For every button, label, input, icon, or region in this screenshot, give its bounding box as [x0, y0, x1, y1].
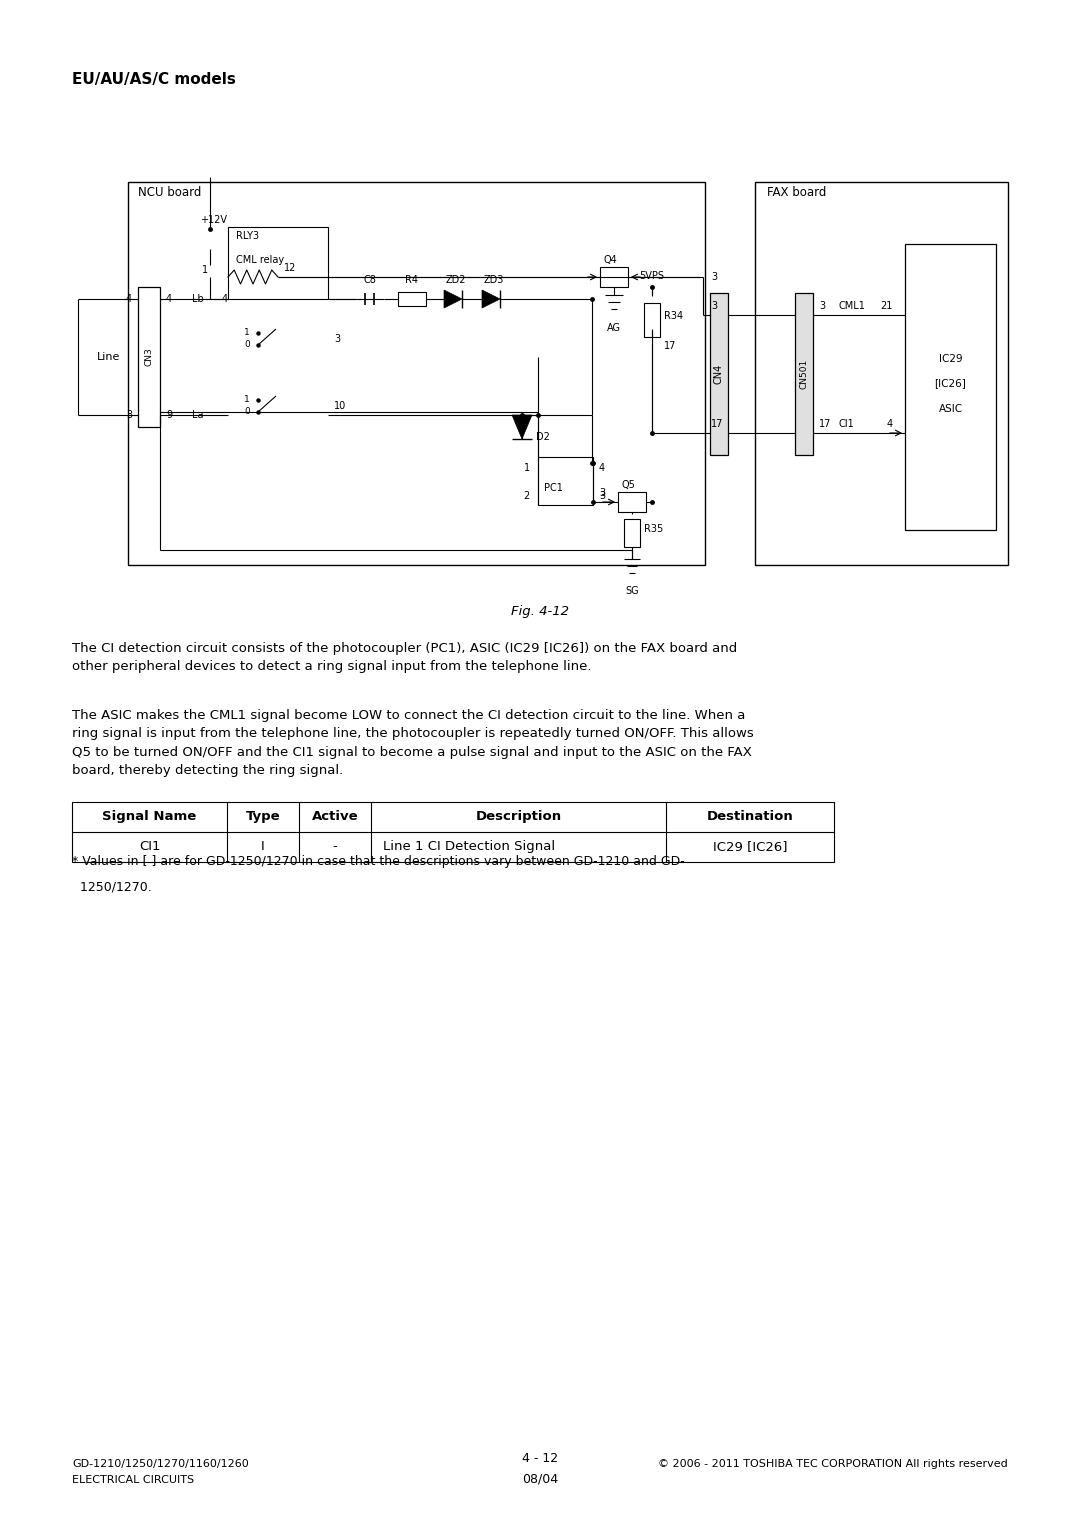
Text: 17: 17 — [819, 418, 832, 429]
Text: CI1: CI1 — [138, 840, 160, 854]
Text: IC29: IC29 — [939, 354, 962, 363]
Text: Lb: Lb — [192, 295, 204, 304]
Text: 17: 17 — [664, 341, 676, 351]
Bar — [795, 293, 813, 455]
Text: 3: 3 — [126, 411, 132, 420]
Text: The ASIC makes the CML1 signal become LOW to connect the CI detection circuit to: The ASIC makes the CML1 signal become LO… — [72, 709, 754, 777]
Bar — [644, 302, 660, 337]
Bar — [228, 228, 328, 299]
Text: 9: 9 — [166, 411, 172, 420]
Text: ZD2: ZD2 — [446, 275, 467, 286]
Bar — [538, 457, 593, 505]
Text: C8: C8 — [364, 275, 377, 286]
Text: La: La — [192, 411, 203, 420]
Text: 12: 12 — [284, 263, 296, 273]
Text: 4: 4 — [887, 418, 893, 429]
Text: * Values in [ ] are for GD-1250/1270 in case that the descriptions vary between : * Values in [ ] are for GD-1250/1270 in … — [72, 855, 685, 867]
Text: Line 1 CI Detection Signal: Line 1 CI Detection Signal — [383, 840, 555, 854]
Bar — [129, 182, 705, 565]
Text: Line: Line — [96, 353, 120, 362]
Polygon shape — [444, 290, 462, 308]
Text: 1: 1 — [202, 266, 208, 275]
Text: ASIC: ASIC — [939, 405, 962, 414]
Text: IC29 [IC26]: IC29 [IC26] — [713, 840, 787, 854]
Text: 0: 0 — [244, 408, 249, 417]
Bar — [624, 519, 640, 547]
Polygon shape — [482, 290, 500, 308]
Text: CML relay: CML relay — [237, 255, 284, 266]
Text: Destination: Destination — [706, 811, 794, 823]
Text: FAX board: FAX board — [767, 186, 826, 199]
Text: D2: D2 — [536, 432, 550, 441]
Text: Description: Description — [475, 811, 562, 823]
Text: ZD3: ZD3 — [484, 275, 504, 286]
Text: 1: 1 — [244, 395, 249, 405]
Text: 4 - 12: 4 - 12 — [522, 1452, 558, 1464]
Text: CN3: CN3 — [145, 348, 153, 366]
Text: 0: 0 — [244, 341, 249, 350]
Text: 10: 10 — [334, 402, 347, 411]
Text: Active: Active — [312, 811, 359, 823]
Text: 08/04: 08/04 — [522, 1472, 558, 1484]
Text: 3: 3 — [711, 272, 717, 282]
Text: [IC26]: [IC26] — [934, 379, 967, 388]
Text: 3: 3 — [819, 301, 825, 312]
Text: 3: 3 — [599, 492, 605, 501]
Text: 2: 2 — [524, 492, 530, 501]
Bar — [72, 802, 834, 863]
Text: Type: Type — [245, 811, 281, 823]
Bar — [600, 267, 627, 287]
Text: ELECTRICAL CIRCUITS: ELECTRICAL CIRCUITS — [72, 1475, 194, 1484]
Text: 17: 17 — [711, 418, 724, 429]
Text: 1: 1 — [244, 328, 249, 337]
Bar — [905, 244, 996, 530]
Bar — [399, 292, 426, 305]
Text: 4: 4 — [166, 295, 172, 304]
Text: AG: AG — [607, 324, 621, 333]
Text: R35: R35 — [644, 524, 663, 534]
Text: 4: 4 — [599, 463, 605, 473]
Text: 3: 3 — [334, 334, 340, 344]
Text: Fig. 4-12: Fig. 4-12 — [511, 605, 569, 618]
Text: RLY3: RLY3 — [237, 231, 259, 241]
Text: Q4: Q4 — [604, 255, 618, 266]
Text: PC1: PC1 — [544, 483, 563, 493]
Text: © 2006 - 2011 TOSHIBA TEC CORPORATION All rights reserved: © 2006 - 2011 TOSHIBA TEC CORPORATION Al… — [658, 1458, 1008, 1469]
Text: 4: 4 — [126, 295, 132, 304]
Text: Q5: Q5 — [622, 479, 636, 490]
Bar — [755, 182, 1008, 565]
Text: R34: R34 — [664, 312, 684, 321]
Text: SG: SG — [625, 586, 638, 596]
Text: 4: 4 — [222, 295, 228, 304]
Text: 3: 3 — [599, 489, 605, 498]
Bar — [710, 293, 728, 455]
Text: EU/AU/AS/C models: EU/AU/AS/C models — [72, 72, 235, 87]
Text: 1: 1 — [524, 463, 530, 473]
Text: -: - — [333, 840, 337, 854]
Text: 1250/1270.: 1250/1270. — [72, 881, 152, 893]
Bar — [618, 492, 646, 512]
Text: I: I — [261, 840, 265, 854]
Text: 5VPS: 5VPS — [639, 270, 664, 281]
Text: R4: R4 — [405, 275, 418, 286]
Text: CN4: CN4 — [714, 363, 724, 385]
Text: The CI detection circuit consists of the photocoupler (PC1), ASIC (IC29 [IC26]) : The CI detection circuit consists of the… — [72, 641, 738, 673]
Text: NCU board: NCU board — [138, 186, 201, 199]
Text: CN501: CN501 — [799, 359, 809, 389]
Bar — [138, 287, 160, 428]
Text: GD-1210/1250/1270/1160/1260: GD-1210/1250/1270/1160/1260 — [72, 1458, 248, 1469]
Text: CI1: CI1 — [838, 418, 854, 429]
Text: 3: 3 — [711, 301, 717, 312]
Text: +12V: +12V — [200, 215, 227, 224]
Polygon shape — [512, 415, 532, 438]
Text: 21: 21 — [880, 301, 893, 312]
Text: Signal Name: Signal Name — [103, 811, 197, 823]
Text: CML1: CML1 — [838, 301, 865, 312]
